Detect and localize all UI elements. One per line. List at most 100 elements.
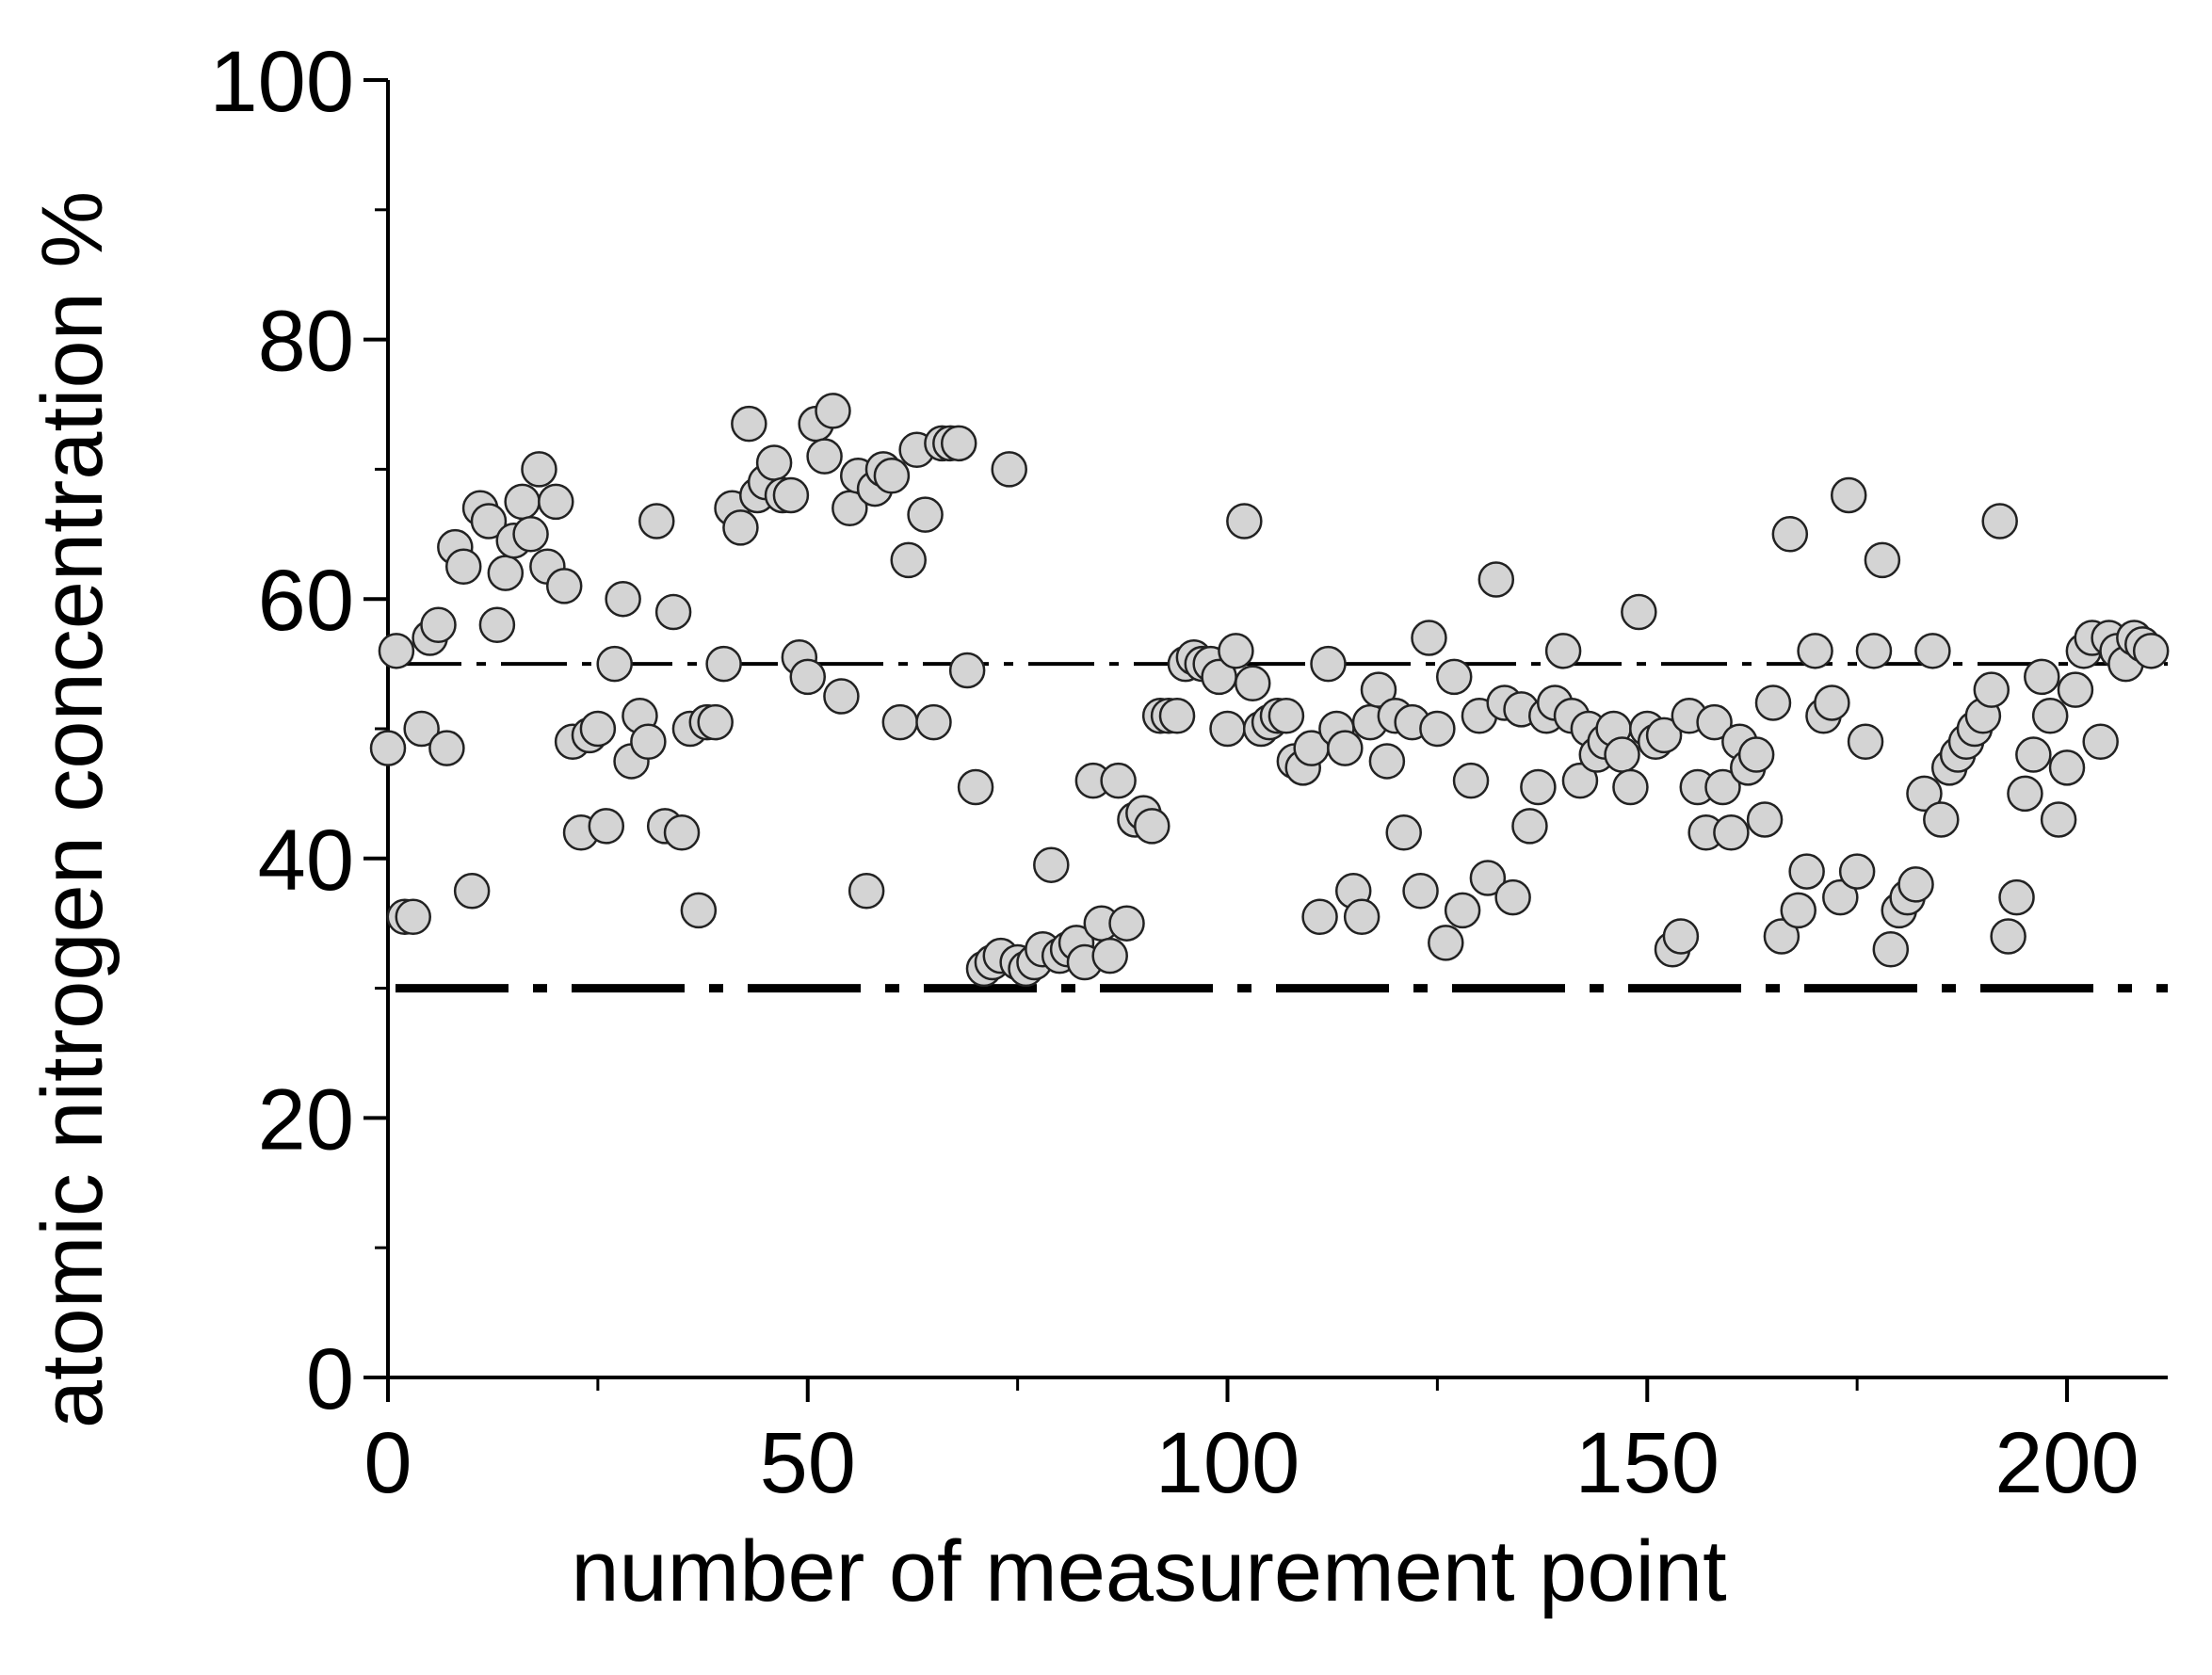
data-point (823, 678, 860, 715)
data-point (1494, 878, 1531, 916)
data-point (1847, 723, 1884, 761)
data-point (957, 768, 994, 806)
data-point (1091, 937, 1128, 974)
data-point (1267, 697, 1305, 734)
data-point (1754, 684, 1792, 721)
data-point (605, 580, 641, 618)
x-axis-title: number of measurement point (571, 1523, 1726, 1619)
data-point (915, 703, 952, 741)
data-point (1561, 762, 1599, 799)
data-point (420, 606, 457, 644)
data-point (697, 703, 734, 741)
data-point (1435, 658, 1473, 696)
data-point (1158, 697, 1196, 734)
data-point (848, 873, 885, 910)
y-tick-label: 60 (258, 553, 354, 649)
data-point (1419, 710, 1456, 748)
data-point (470, 503, 508, 540)
data-point (663, 813, 701, 851)
data-point (755, 444, 793, 481)
data-point (369, 730, 407, 766)
data-point (2132, 633, 2170, 669)
data-point (504, 483, 541, 521)
data-point (1343, 898, 1380, 936)
data-point (487, 555, 525, 591)
y-axis-title: atomic nitrogen concentration % (24, 191, 121, 1428)
data-point (2040, 801, 2077, 838)
data-point (1737, 736, 1775, 773)
data-point (1981, 503, 2018, 540)
data-point (1906, 775, 1943, 813)
data-point (731, 405, 767, 443)
x-tick-label: 50 (760, 1415, 856, 1511)
data-point (1872, 931, 1910, 968)
data-point (1696, 703, 1733, 741)
data-point (378, 633, 415, 669)
data-point (630, 723, 667, 761)
data-point (2082, 723, 2119, 761)
x-tick-label: 200 (1994, 1415, 2139, 1511)
data-point (1235, 665, 1271, 702)
data-point (1520, 768, 1557, 806)
data-point (1612, 768, 1649, 806)
data-point (1788, 853, 1825, 890)
data-point (772, 476, 810, 514)
y-tick-label: 20 (258, 1071, 354, 1168)
data-point (722, 509, 759, 546)
data-point (1477, 561, 1515, 598)
y-tick-label: 40 (258, 813, 354, 909)
data-point (1814, 684, 1850, 721)
data-point (1469, 860, 1507, 896)
data-point (1645, 717, 1683, 754)
data-point (1604, 736, 1640, 773)
data-point (654, 593, 692, 631)
data-point (873, 458, 911, 494)
data-point (680, 892, 718, 929)
data-point (428, 730, 465, 766)
data-point (444, 548, 482, 585)
data-point (1830, 476, 1867, 514)
x-tick-label: 100 (1155, 1415, 1300, 1511)
data-point (1855, 633, 1893, 669)
data-point (1360, 671, 1397, 708)
data-point (538, 483, 574, 521)
data-point (1452, 762, 1490, 799)
data-point (2057, 671, 2094, 708)
data-point (890, 541, 927, 579)
data-point (2024, 658, 2060, 696)
x-tick-label: 150 (1575, 1415, 1720, 1511)
data-point (815, 393, 851, 429)
data-point (1428, 925, 1464, 961)
data-point (1973, 671, 2010, 708)
data-point (588, 808, 625, 845)
data-point (2015, 736, 2052, 773)
data-point (1385, 813, 1422, 851)
data-point (2048, 749, 2086, 786)
data-point (1771, 516, 1809, 553)
data-point (1310, 645, 1347, 683)
data-point (395, 898, 431, 936)
data-point (940, 425, 977, 462)
data-point (521, 451, 557, 488)
data-point (1746, 801, 1784, 838)
data-point (991, 451, 1027, 488)
data-point (881, 703, 919, 741)
x-tick-label: 0 (363, 1415, 412, 1511)
y-tick-label: 100 (210, 34, 355, 130)
data-point (1411, 620, 1447, 656)
y-tick-label: 80 (258, 294, 354, 390)
data-point (1864, 541, 1901, 579)
data-point (1226, 503, 1263, 540)
data-point (1402, 873, 1439, 910)
data-point (1218, 633, 1254, 669)
data-point (1780, 892, 1816, 929)
data-point (1134, 808, 1171, 845)
data-point (789, 658, 827, 696)
data-point (1327, 730, 1364, 766)
data-point (1544, 633, 1582, 669)
data-point (705, 645, 742, 683)
data-point (1897, 866, 1934, 903)
data-point (948, 652, 986, 689)
data-point (1763, 918, 1800, 955)
